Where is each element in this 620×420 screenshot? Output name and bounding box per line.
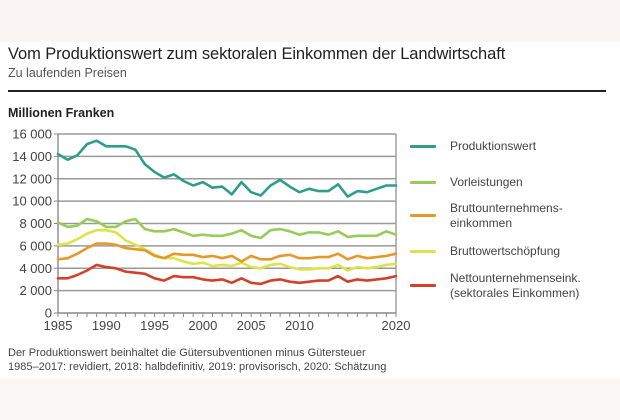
y-tick-label: 16 000	[12, 127, 52, 142]
x-tick-label: 2010	[285, 318, 314, 333]
y-tick-label: 2 000	[19, 283, 52, 298]
footnote-2: 1985–2017: revidiert, 2018: halbdefiniti…	[8, 361, 387, 373]
legend-label: Bruttounternehmens- einkommen	[450, 201, 563, 230]
legend-swatch	[410, 250, 436, 253]
legend-item: Vorleistungen	[410, 175, 523, 190]
title-divider	[8, 90, 606, 92]
series-line-produktionswert	[56, 139, 398, 198]
gridlines	[54, 133, 396, 314]
x-tick-label: 2000	[188, 318, 217, 333]
legend-label: Nettounternehmenseink. (sektorales Einko…	[450, 271, 581, 300]
series-line-bruttounternehmenseinkommen	[56, 242, 398, 263]
legend-item: Bruttowertschöpfung	[410, 244, 560, 259]
x-tick-label: 2005	[237, 318, 266, 333]
legend-item: Produktionswert	[410, 139, 536, 154]
legend-label: Produktionswert	[450, 139, 537, 153]
y-tick-label: 8 000	[19, 216, 52, 231]
y-axis-unit-label: Millionen Franken	[8, 106, 115, 120]
x-tick-label: 1985	[44, 318, 73, 333]
series-line-bruttowertschöpfung	[56, 228, 398, 272]
legend-swatch	[410, 145, 436, 148]
footnote-1: Der Produktionswert beinhaltet die Güter…	[8, 347, 366, 359]
chart-subtitle: Zu laufenden Preisen	[8, 66, 127, 80]
y-tick-label: 4 000	[19, 261, 52, 276]
x-tick-label: 1995	[140, 318, 169, 333]
y-tick-label: 6 000	[19, 238, 52, 253]
series-line-nettounternehmenseinkommen-sektorales-einkommen	[56, 263, 398, 286]
chart-title: Vom Produktionswert zum sektoralen Einko…	[8, 45, 506, 63]
legend-label: Vorleistungen	[450, 175, 523, 189]
x-axis: 1985 1990 1995 2000 2005 2010 2020	[44, 134, 411, 333]
legend-item: Bruttounternehmens- einkommen	[410, 201, 563, 231]
legend-swatch	[410, 284, 436, 287]
legend-item: Nettounternehmenseink. (sektorales Einko…	[410, 271, 581, 301]
legend-label: Bruttowertschöpfung	[450, 244, 561, 258]
series-line-vorleistungen	[56, 217, 398, 240]
series-lines	[56, 139, 398, 286]
y-tick-label: 14 000	[12, 149, 52, 164]
y-tick-label: 0	[45, 306, 52, 321]
top-band	[0, 0, 620, 42]
legend-swatch	[410, 181, 436, 184]
legend-swatch	[410, 214, 436, 217]
x-tick-label: 2020	[382, 318, 411, 333]
bottom-band	[0, 378, 620, 420]
y-tick-label: 10 000	[12, 194, 52, 209]
x-tick-label: 1990	[92, 318, 121, 333]
y-tick-label: 12 000	[12, 171, 52, 186]
y-axis-tick-labels: 0 2 000 4 000 6 000 8 000 10 000 12 000 14 000 1…	[12, 127, 52, 321]
